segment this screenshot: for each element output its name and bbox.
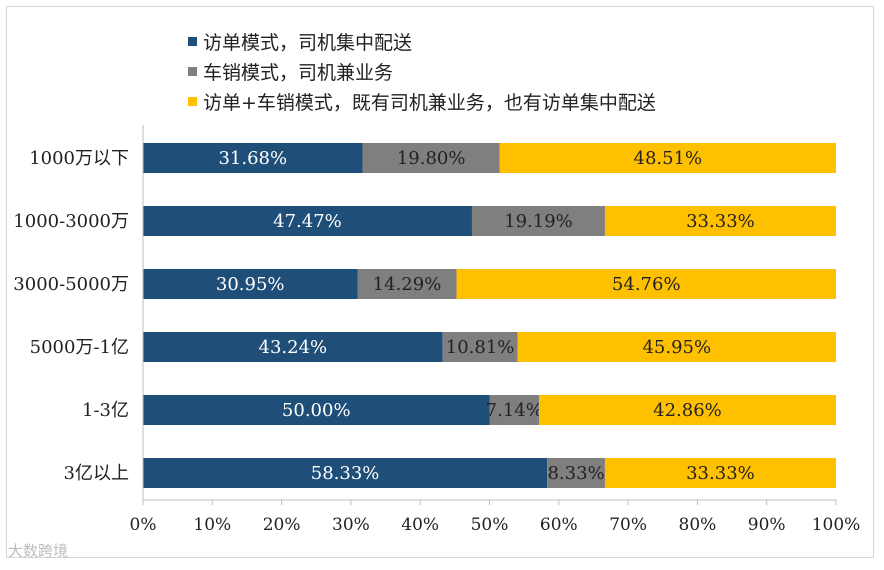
bar-seg-4-1 bbox=[143, 332, 443, 362]
bar-seg-5-3 bbox=[538, 395, 836, 425]
legend-label-3: 访单+车销模式，既有司机兼业务，也有访单集中配送 bbox=[203, 92, 656, 114]
category-label-2: 1000-3000万 bbox=[13, 211, 129, 232]
x-tick-label-11: 100% bbox=[812, 515, 861, 535]
x-tick-label-8: 70% bbox=[609, 515, 647, 535]
category-label-1: 1000万以下 bbox=[29, 148, 129, 169]
bar-seg-3-1 bbox=[143, 269, 358, 299]
data-label-5-3: 42.86% bbox=[653, 400, 722, 421]
x-tick-label-7: 60% bbox=[540, 515, 578, 535]
watermark: 大数跨境 bbox=[8, 542, 69, 560]
legend-swatch-3 bbox=[188, 97, 197, 106]
data-label-6-1: 58.33% bbox=[311, 463, 380, 484]
data-label-4-3: 45.95% bbox=[642, 337, 711, 358]
bar-seg-1-2 bbox=[362, 143, 500, 173]
bar-seg-2-2 bbox=[471, 206, 605, 236]
bar-seg-4-2 bbox=[442, 332, 518, 362]
bar-seg-4-3 bbox=[517, 332, 836, 362]
data-label-1-2: 19.80% bbox=[397, 148, 466, 169]
data-label-5-1: 50.00% bbox=[282, 400, 351, 421]
x-tick-label-1: 0% bbox=[130, 515, 157, 535]
legend-swatch-1 bbox=[188, 37, 197, 46]
category-label-3: 3000-5000万 bbox=[13, 274, 129, 295]
data-label-2-1: 47.47% bbox=[273, 211, 342, 232]
bar-seg-3-2 bbox=[357, 269, 457, 299]
bar-seg-1-1 bbox=[143, 143, 363, 173]
data-label-6-3: 33.33% bbox=[686, 463, 755, 484]
bar-seg-3-3 bbox=[456, 269, 836, 299]
x-tick-label-9: 80% bbox=[679, 515, 717, 535]
legend-label-1: 访单模式，司机集中配送 bbox=[203, 32, 412, 54]
data-label-2-2: 19.19% bbox=[504, 211, 573, 232]
category-label-4: 5000万-1亿 bbox=[30, 337, 129, 358]
bar-seg-2-1 bbox=[143, 206, 472, 236]
bar-seg-1-3 bbox=[499, 143, 836, 173]
data-label-6-2: 8.33% bbox=[547, 463, 604, 484]
x-tick-label-2: 10% bbox=[193, 515, 231, 535]
bar-seg-6-1 bbox=[143, 458, 548, 488]
data-label-1-1: 31.68% bbox=[218, 148, 287, 169]
data-label-3-2: 14.29% bbox=[373, 274, 442, 295]
data-label-4-1: 43.24% bbox=[259, 337, 328, 358]
data-label-3-3: 54.76% bbox=[612, 274, 681, 295]
data-label-3-1: 30.95% bbox=[216, 274, 285, 295]
data-label-4-2: 10.81% bbox=[446, 337, 515, 358]
x-tick-label-3: 20% bbox=[263, 515, 301, 535]
data-label-1-3: 48.51% bbox=[634, 148, 703, 169]
bar-seg-2-3 bbox=[604, 206, 836, 236]
x-tick-label-5: 40% bbox=[401, 515, 439, 535]
x-tick-label-6: 50% bbox=[471, 515, 509, 535]
bar-seg-5-1 bbox=[143, 395, 490, 425]
category-label-5: 1-3亿 bbox=[82, 400, 129, 421]
bar-seg-5-2 bbox=[489, 395, 539, 425]
x-tick-label-10: 90% bbox=[748, 515, 786, 535]
data-label-2-3: 33.33% bbox=[686, 211, 755, 232]
legend-swatch-2 bbox=[188, 67, 197, 76]
x-tick-label-4: 30% bbox=[332, 515, 370, 535]
bar-seg-6-2 bbox=[547, 458, 605, 488]
category-label-6: 3亿以上 bbox=[64, 463, 129, 484]
bar-seg-6-3 bbox=[604, 458, 836, 488]
data-label-5-2: 7.14% bbox=[486, 400, 543, 421]
legend-label-2: 车销模式，司机兼业务 bbox=[203, 62, 393, 84]
